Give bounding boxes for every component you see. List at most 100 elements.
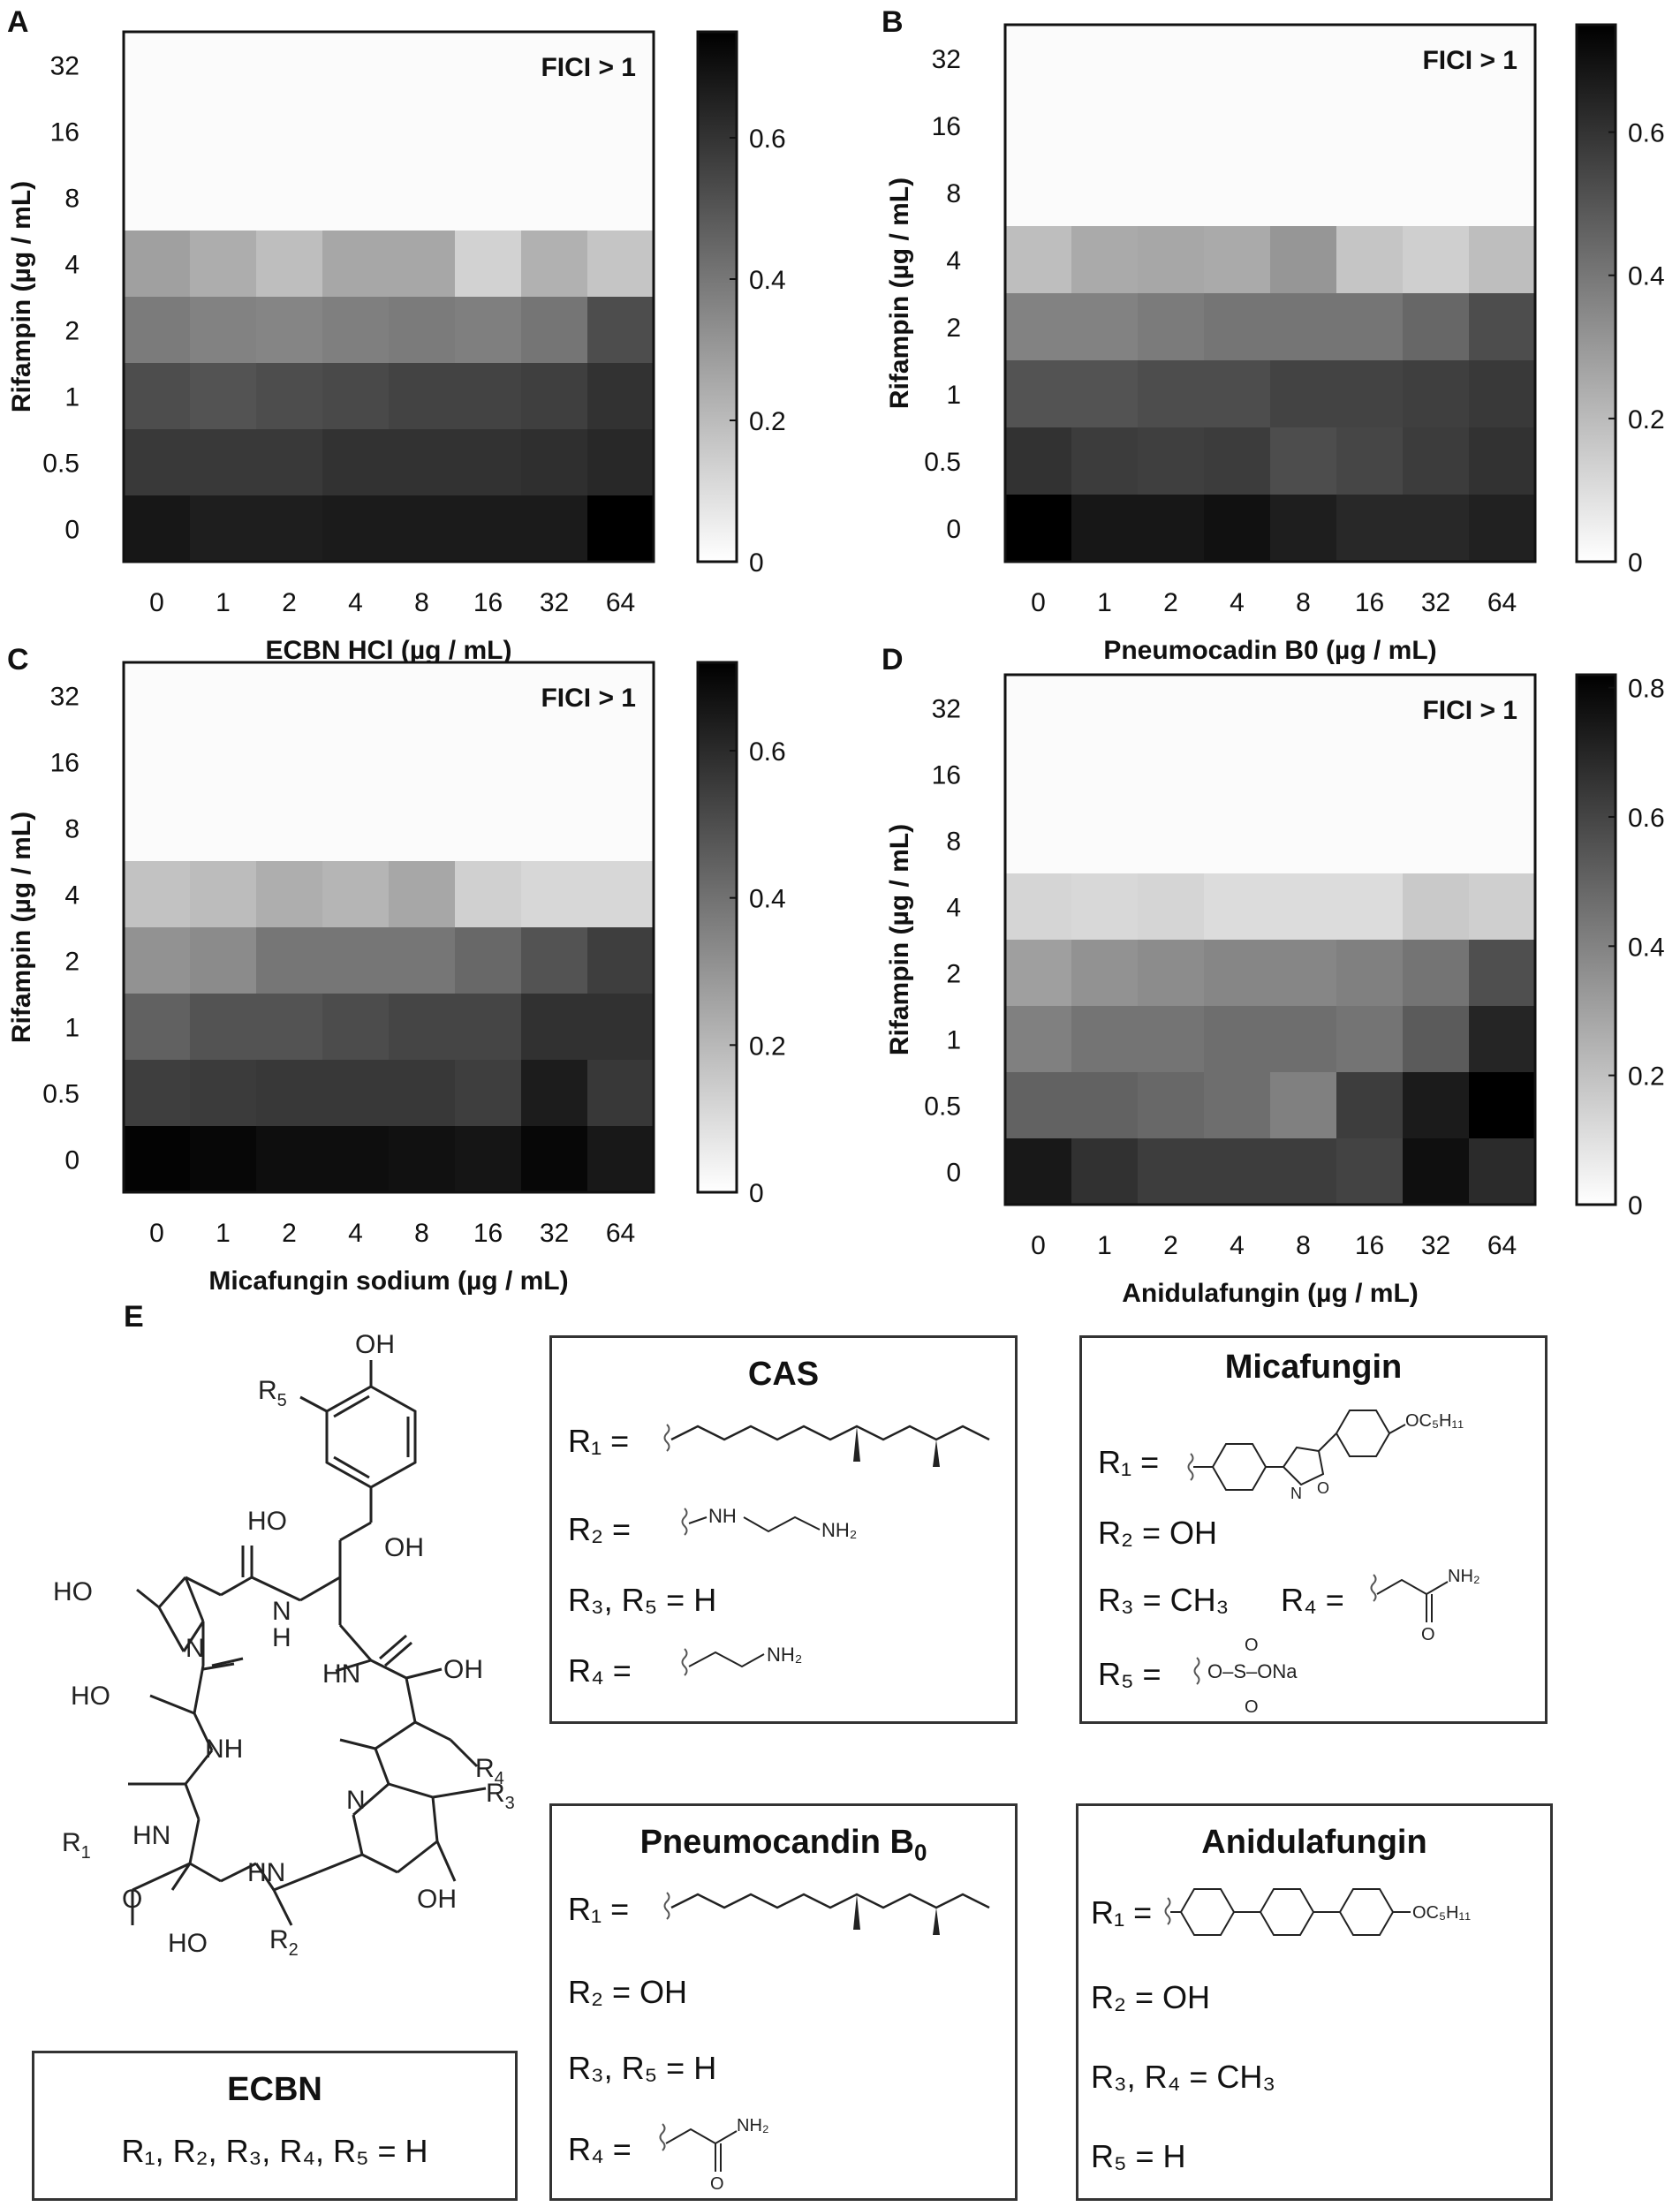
heatmap-a-cell-r3-c5 bbox=[455, 231, 522, 298]
core-label-hn-5: HN bbox=[247, 1858, 285, 1887]
heatmap-b-cell-r3-c7 bbox=[1469, 226, 1536, 294]
heatmap-c-colorbar-tick: 0.2 bbox=[749, 1032, 786, 1061]
heatmap-d-cell-r0-c0 bbox=[1005, 675, 1072, 742]
cas-r1-lipid-tail bbox=[663, 1424, 990, 1467]
heatmap-a-cell-r3-c0 bbox=[124, 231, 191, 298]
heatmap-d-x-tick: 64 bbox=[1487, 1231, 1517, 1260]
heatmap-c-x-tick: 16 bbox=[473, 1219, 503, 1248]
svg-text:R5: R5 bbox=[258, 1376, 287, 1410]
heatmap-c-cell-r4-c2 bbox=[256, 927, 323, 994]
heatmap-b-cell-r2-c7 bbox=[1469, 159, 1536, 227]
cas-title: CAS bbox=[747, 1356, 820, 1393]
heatmap-d-cell-r3-c7 bbox=[1469, 873, 1536, 941]
heatmap-d-cell-r2-c7 bbox=[1469, 807, 1536, 874]
core-label-ho-thr: HO bbox=[71, 1682, 110, 1711]
heatmap-a-cell-r2-c4 bbox=[389, 164, 456, 231]
anidulafungin-r2: R₂ = OH bbox=[1091, 1979, 1210, 2015]
heatmap-a-colorbar-tick: 0.6 bbox=[749, 125, 786, 154]
heatmap-b-cell-r5-c5 bbox=[1336, 360, 1404, 428]
heatmap-b-cell-r1-c3 bbox=[1204, 92, 1271, 160]
heatmap-c-cell-r3-c4 bbox=[389, 861, 456, 928]
core-label-r1-sub: 1 bbox=[81, 1843, 91, 1863]
heatmap-b-cell-r0-c2 bbox=[1138, 25, 1205, 93]
heatmap-d-cell-r0-c1 bbox=[1071, 675, 1139, 742]
heatmap-d-cell-r4-c0 bbox=[1005, 940, 1072, 1007]
heatmap-c-cell-r4-c5 bbox=[455, 927, 522, 994]
heatmap-b-cell-r3-c0 bbox=[1005, 226, 1072, 294]
core-structure: OH R5 HO OH HO N H N HN OH HO NH R4 N R3… bbox=[53, 1330, 515, 1960]
heatmap-c-cell-r1-c4 bbox=[389, 729, 456, 796]
heatmap-d-cell-r7-c1 bbox=[1071, 1138, 1139, 1206]
pneumocandin-r1-lipid-tail bbox=[663, 1892, 990, 1935]
heatmap-c-cell-r0-c0 bbox=[124, 662, 191, 729]
heatmap-b-cell-r7-c4 bbox=[1270, 495, 1337, 563]
svg-text:R2: R2 bbox=[269, 1925, 299, 1960]
heatmap-b-cell-r3-c3 bbox=[1204, 226, 1271, 294]
heatmap-b-cell-r2-c2 bbox=[1138, 159, 1205, 227]
core-label-hn-4: HN bbox=[132, 1821, 170, 1850]
pneumocandin-r4-nh2: NH₂ bbox=[737, 2116, 769, 2135]
heatmap-d-x-tick: 8 bbox=[1296, 1231, 1311, 1260]
heatmap-c-cell-r6-c2 bbox=[256, 1060, 323, 1127]
heatmap-b-cell-r4-c7 bbox=[1469, 293, 1536, 361]
heatmap-b-cell-r5-c7 bbox=[1469, 360, 1536, 428]
heatmap-c-x-tick: 0 bbox=[149, 1219, 164, 1248]
heatmap-a-cell-r2-c5 bbox=[455, 164, 522, 231]
heatmap-c-cell-r5-c1 bbox=[190, 994, 257, 1061]
heatmap-b-ylabel: Rifampin (µg / mL) bbox=[885, 178, 914, 409]
heatmap-b-cell-r6-c3 bbox=[1204, 427, 1271, 495]
heatmap-c-cell-r6-c1 bbox=[190, 1060, 257, 1127]
heatmap-d-cell-r5-c0 bbox=[1005, 1006, 1072, 1073]
heatmap-a-cell-r5-c5 bbox=[455, 363, 522, 430]
heatmap-b-cell-r3-c4 bbox=[1270, 226, 1337, 294]
heatmap-b-y-tick: 2 bbox=[946, 314, 961, 343]
anidulafungin-r1-label: R₁ = bbox=[1091, 1894, 1153, 1931]
heatmap-b-cell-r7-c7 bbox=[1469, 495, 1536, 563]
core-label-oh-1: OH bbox=[384, 1533, 424, 1562]
heatmap-d-cell-r4-c5 bbox=[1336, 940, 1404, 1007]
heatmap-b-cell-r3-c2 bbox=[1138, 226, 1205, 294]
heatmap-a-cell-r2-c7 bbox=[587, 164, 655, 231]
heatmap-d-xlabel: Anidulafungin (µg / mL) bbox=[1122, 1279, 1419, 1308]
heatmap-d-y-tick: 0 bbox=[946, 1159, 961, 1188]
heatmap-d-y-tick: 4 bbox=[946, 894, 961, 923]
heatmap-c-y-tick: 16 bbox=[50, 749, 79, 778]
pneumocandin-title-sub: 0 bbox=[913, 1839, 927, 1866]
heatmap-b-y-tick: 4 bbox=[946, 246, 961, 276]
ecbn-title: ECBN bbox=[227, 2071, 322, 2108]
heatmap-d-cell-r5-c4 bbox=[1270, 1006, 1337, 1073]
heatmap-c-cell-r0-c4 bbox=[389, 662, 456, 729]
core-label-oh-2: OH bbox=[443, 1655, 483, 1684]
heatmap-panel-c: FICI > 1 32 16 8 4 2 1 0.5 0 0 1 2 4 8 16 32 64 Micafungi… bbox=[7, 661, 786, 1296]
heatmap-d-cell-r7-c6 bbox=[1403, 1138, 1470, 1206]
micafungin-r5-o-bottom: O bbox=[1245, 1697, 1259, 1717]
heatmap-a-cell-r1-c4 bbox=[389, 98, 456, 165]
heatmap-a-cell-r1-c7 bbox=[587, 98, 655, 165]
heatmap-b-y-tick: 0.5 bbox=[924, 448, 961, 477]
micafungin-r1-group: N O OC₅H₁₁ bbox=[1187, 1410, 1464, 1502]
anidulafungin-r5: R₅ = H bbox=[1091, 2138, 1186, 2174]
heatmap-d-x-tick: 16 bbox=[1355, 1231, 1384, 1260]
heatmap-b-cell-r2-c0 bbox=[1005, 159, 1072, 227]
heatmap-a-cell-r4-c4 bbox=[389, 297, 456, 364]
heatmap-c-cell-r2-c0 bbox=[124, 795, 191, 862]
core-label-hn-2: HN bbox=[322, 1659, 360, 1689]
core-label-ho-pro: HO bbox=[53, 1577, 93, 1606]
heatmap-b-cell-r5-c6 bbox=[1403, 360, 1470, 428]
heatmap-c-cell-r3-c6 bbox=[521, 861, 588, 928]
heatmap-b-x-tick: 16 bbox=[1355, 588, 1384, 617]
heatmap-b-cell-r7-c6 bbox=[1403, 495, 1470, 563]
heatmap-c-y-tick: 32 bbox=[50, 683, 79, 712]
heatmap-d-cell-r2-c2 bbox=[1138, 807, 1205, 874]
pneumocandin-title-text: Pneumocandin B bbox=[639, 1824, 914, 1861]
heatmap-b-x-tick: 2 bbox=[1163, 588, 1178, 617]
heatmap-panel-a: FICI > 1 32 16 8 4 2 1 0.5 0 0 1 2 4 8 16 32 64 ECBN HCl … bbox=[7, 30, 786, 665]
heatmap-a-y-tick: 16 bbox=[50, 118, 79, 147]
heatmap-b-cell-r6-c0 bbox=[1005, 427, 1072, 495]
heatmap-a-cell-r6-c6 bbox=[521, 429, 588, 496]
heatmap-c-cell-r6-c6 bbox=[521, 1060, 588, 1127]
pneumocandin-title: Pneumocandin B0 bbox=[552, 1824, 1015, 1867]
heatmap-d-cell-r6-c4 bbox=[1270, 1072, 1337, 1139]
heatmap-b-cell-r5-c2 bbox=[1138, 360, 1205, 428]
heatmap-d-cell-r2-c3 bbox=[1204, 807, 1271, 874]
